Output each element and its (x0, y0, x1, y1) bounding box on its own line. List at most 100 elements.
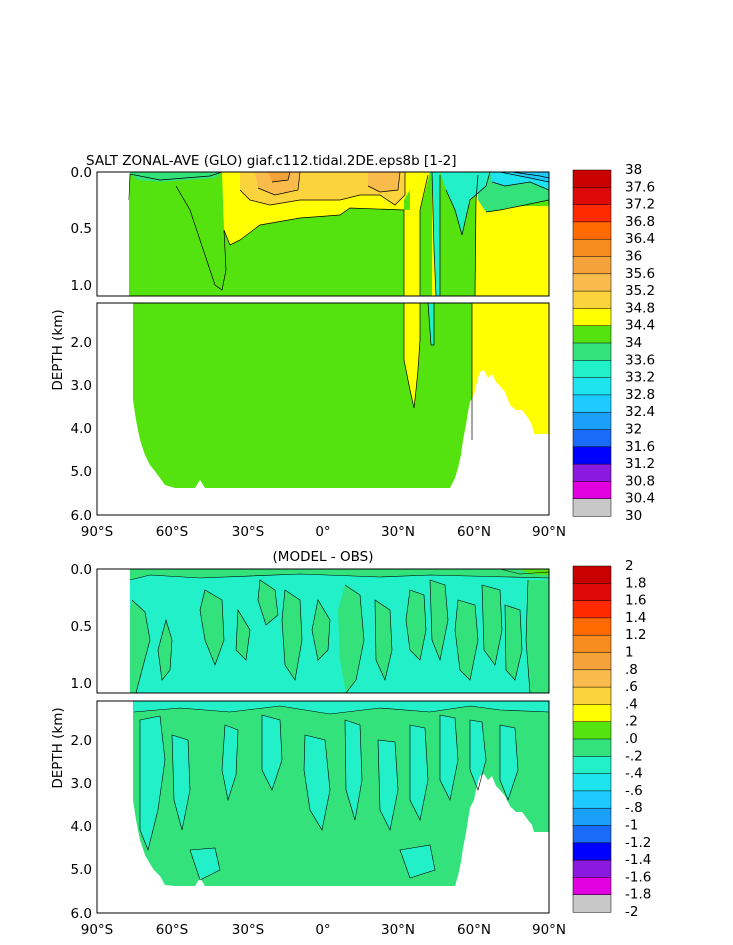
lower-panel-frame (96, 700, 550, 914)
y-tick-label: 0.0 (71, 165, 92, 181)
colorbar-swatch (572, 360, 612, 379)
colorbar-swatch (572, 756, 612, 775)
y-tick-label: 5.0 (71, 464, 92, 480)
colorbar-swatch (572, 686, 612, 705)
y-tick-label: 2.0 (71, 335, 92, 351)
colorbar-swatch (572, 825, 612, 844)
colorbar-level-label: 32 (625, 422, 642, 438)
colorbar-swatch (572, 256, 612, 275)
colorbar-level-label: 34 (625, 335, 642, 351)
colorbar: 21.81.61.41.21.8.6.4.2.0-.2-.4-.6-.8-1-1… (572, 558, 651, 920)
colorbar-level-label: 31.2 (625, 456, 655, 472)
colorbar-level-label: .4 (625, 696, 638, 712)
colorbar-swatch (572, 565, 612, 584)
colorbar-swatch (572, 411, 612, 431)
x-tick-label: 30°N (381, 922, 415, 938)
x-tick-label: 0° (315, 922, 330, 938)
x-ticks: 90°S 60°S 30°S 0° 30°N 60°N 90°N (81, 922, 566, 938)
colorbar-level-label: 32.4 (625, 404, 655, 420)
deep-land-mask (97, 701, 549, 913)
region-0.0-0.2 (130, 569, 549, 693)
colorbar-swatch (572, 290, 612, 309)
x-ticks: 90°S 60°S 30°S 0° 30°N 60°N 90°N (81, 524, 566, 540)
region-33.6-34.0 (430, 172, 490, 296)
colorbar-swatch (572, 308, 612, 327)
colorbar-swatch (572, 842, 612, 861)
colorbar-swatch (572, 481, 612, 500)
upper-panel-fill (97, 569, 549, 693)
y-tick-label: 4.0 (71, 421, 92, 437)
colorbar-level-label: .2 (625, 714, 638, 730)
colorbar-swatch (572, 204, 612, 223)
region-33.6-34.0-deep (428, 303, 434, 345)
x-tick-label: 90°N (532, 922, 566, 938)
colorbar-level-label: -1.2 (625, 835, 651, 851)
colorbar-level-label: 32.8 (625, 387, 655, 403)
coast-shelf (97, 172, 130, 296)
region-neg-0.2-0.0-deep (134, 701, 549, 880)
region-36.0-36.4 (268, 172, 290, 182)
y-ticks: 0.0 0.5 1.0 2.0 3.0 4.0 5.0 6.0 (71, 165, 92, 524)
colorbar-swatch (572, 617, 612, 636)
colorbar-swatch (572, 187, 612, 206)
colorbar-swatch (572, 463, 612, 482)
y-ticks: 0.0 0.5 1.0 2.0 3.0 4.0 5.0 6.0 (71, 562, 92, 922)
colorbar-level-label: -1 (625, 818, 638, 834)
antarctic-land (97, 569, 130, 693)
region-35.6-36.0 (255, 172, 400, 195)
y-tick-label: 3.0 (71, 378, 92, 394)
colorbar-level-label: 1.4 (625, 610, 646, 626)
colorbar-level-label: -.8 (625, 800, 643, 816)
colorbar-swatch (572, 634, 612, 654)
region-34.8-35.2 (222, 172, 549, 296)
colorbar-level-label: -.2 (625, 748, 643, 764)
colorbar-swatch (572, 738, 612, 757)
x-tick-label: 60°S (156, 922, 189, 938)
colorbar-swatch (572, 773, 612, 792)
colorbar-level-label: 36.8 (625, 214, 655, 230)
y-tick-label: 0.5 (71, 619, 92, 635)
colorbar-swatch (572, 859, 612, 878)
colorbar-level-label: 37.6 (625, 179, 655, 195)
x-tick-label: 30°S (232, 922, 265, 938)
y-tick-label: 0.5 (71, 221, 92, 237)
colorbar-swatch (572, 429, 612, 448)
upper-panel-contours (128, 172, 549, 296)
y-tick-label: 4.0 (71, 819, 92, 835)
colorbar-swatch (572, 669, 612, 688)
deep-land-mask (97, 303, 549, 515)
y-tick-label: 1.0 (71, 278, 92, 294)
difference-chart: (MODEL - OBS) (50, 549, 651, 938)
colorbar-swatch (572, 704, 612, 723)
colorbar-level-label: 35.2 (625, 283, 655, 299)
colorbar-level-label: .6 (625, 679, 638, 695)
y-tick-label: 6.0 (71, 508, 92, 524)
colorbar-swatch (572, 325, 612, 344)
colorbar-swatch (572, 807, 612, 827)
x-tick-label: 90°N (532, 524, 566, 540)
y-tick-label: 3.0 (71, 776, 92, 792)
colorbar-swatch (572, 652, 612, 671)
colorbar-level-label: 30 (625, 508, 642, 524)
y-tick-label: 0.0 (71, 562, 92, 578)
colorbar-level-label: 33.6 (625, 352, 655, 368)
lower-panel-contours (403, 303, 473, 440)
y-tick-label: 1.0 (71, 676, 92, 692)
colorbar-level-label: -2 (625, 904, 638, 920)
y-tick-label: 6.0 (71, 906, 92, 922)
colorbar-level-label: 1.8 (625, 575, 646, 591)
colorbar-level-label: -1.8 (625, 887, 651, 903)
colorbar-level-label: 33.2 (625, 370, 655, 386)
upper-panel-fill (97, 172, 549, 296)
lower-panel-frame (96, 302, 550, 516)
x-tick-label: 30°S (232, 524, 265, 540)
colorbar-level-label: -1.4 (625, 852, 651, 868)
y-tick-label: 2.0 (71, 733, 92, 749)
upper-panel-frame (96, 568, 550, 694)
colorbar-level-label: 36.4 (625, 231, 655, 247)
colorbar-swatch (572, 377, 612, 396)
chart-title: (MODEL - OBS) (273, 549, 374, 565)
colorbar-level-label: 37.2 (625, 197, 655, 213)
colorbar-swatch (572, 790, 612, 809)
y-axis-label: DEPTH (km) (50, 707, 66, 788)
